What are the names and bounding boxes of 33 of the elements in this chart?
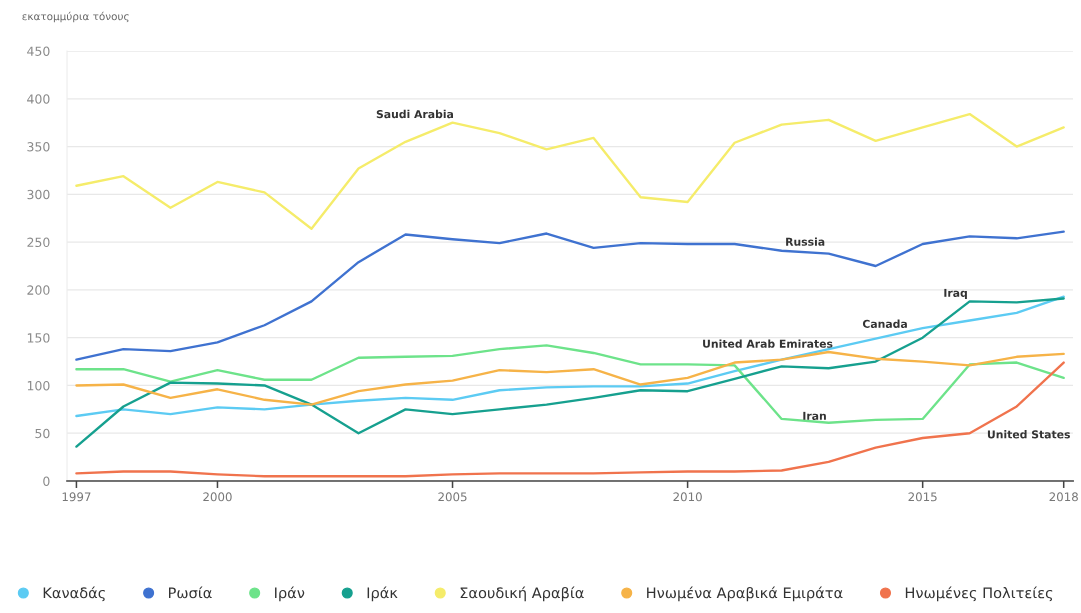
x-tick-label: 1997 xyxy=(62,492,91,502)
y-tick-label: 350 xyxy=(27,142,50,152)
x-tick-label: 2005 xyxy=(438,492,467,502)
y-tick-label: 100 xyxy=(27,380,50,391)
y-tick-label: 50 xyxy=(35,428,50,439)
legend-label: Ηνωμένες Πολιτείες xyxy=(905,586,1053,602)
x-tick-label: 2000 xyxy=(203,492,232,502)
y-axis-title: εκατομμύρια τόνους xyxy=(22,11,129,23)
annotation: United Arab Emirates xyxy=(703,339,833,348)
y-tick-label: 0 xyxy=(43,476,50,486)
y-tick-label: 300 xyxy=(27,189,50,200)
annotation: Iraq xyxy=(944,288,967,300)
line-series xyxy=(75,230,1065,361)
y-tick-label: 200 xyxy=(27,285,50,295)
legend-label: Ρωσία xyxy=(169,586,212,599)
y-tick-label: 450 xyxy=(27,46,50,56)
annotation: Canada xyxy=(862,319,907,328)
y-tick-label: 250 xyxy=(27,237,50,248)
annotation: Iran xyxy=(803,411,826,420)
annotation: Saudi Arabia xyxy=(376,109,454,119)
x-tick-label: 2010 xyxy=(673,492,702,502)
y-tick-label: 150 xyxy=(27,333,50,343)
annotation: United States xyxy=(987,430,1070,439)
legend-label: Ιράν xyxy=(275,586,305,602)
x-tick-label: 2018 xyxy=(1049,492,1078,502)
y-tick-label: 400 xyxy=(27,94,50,104)
legend-label: Καναδάς xyxy=(43,586,105,602)
legend-label: Σαουδική Αραβία xyxy=(460,586,584,602)
x-tick-label: 2015 xyxy=(908,492,937,502)
legend-label: Ιράκ xyxy=(367,586,398,602)
annotation: Russia xyxy=(786,237,825,246)
legend-label: Ηνωμένα Αραβικά Εμιράτα xyxy=(647,586,843,602)
line-series xyxy=(75,350,1065,406)
